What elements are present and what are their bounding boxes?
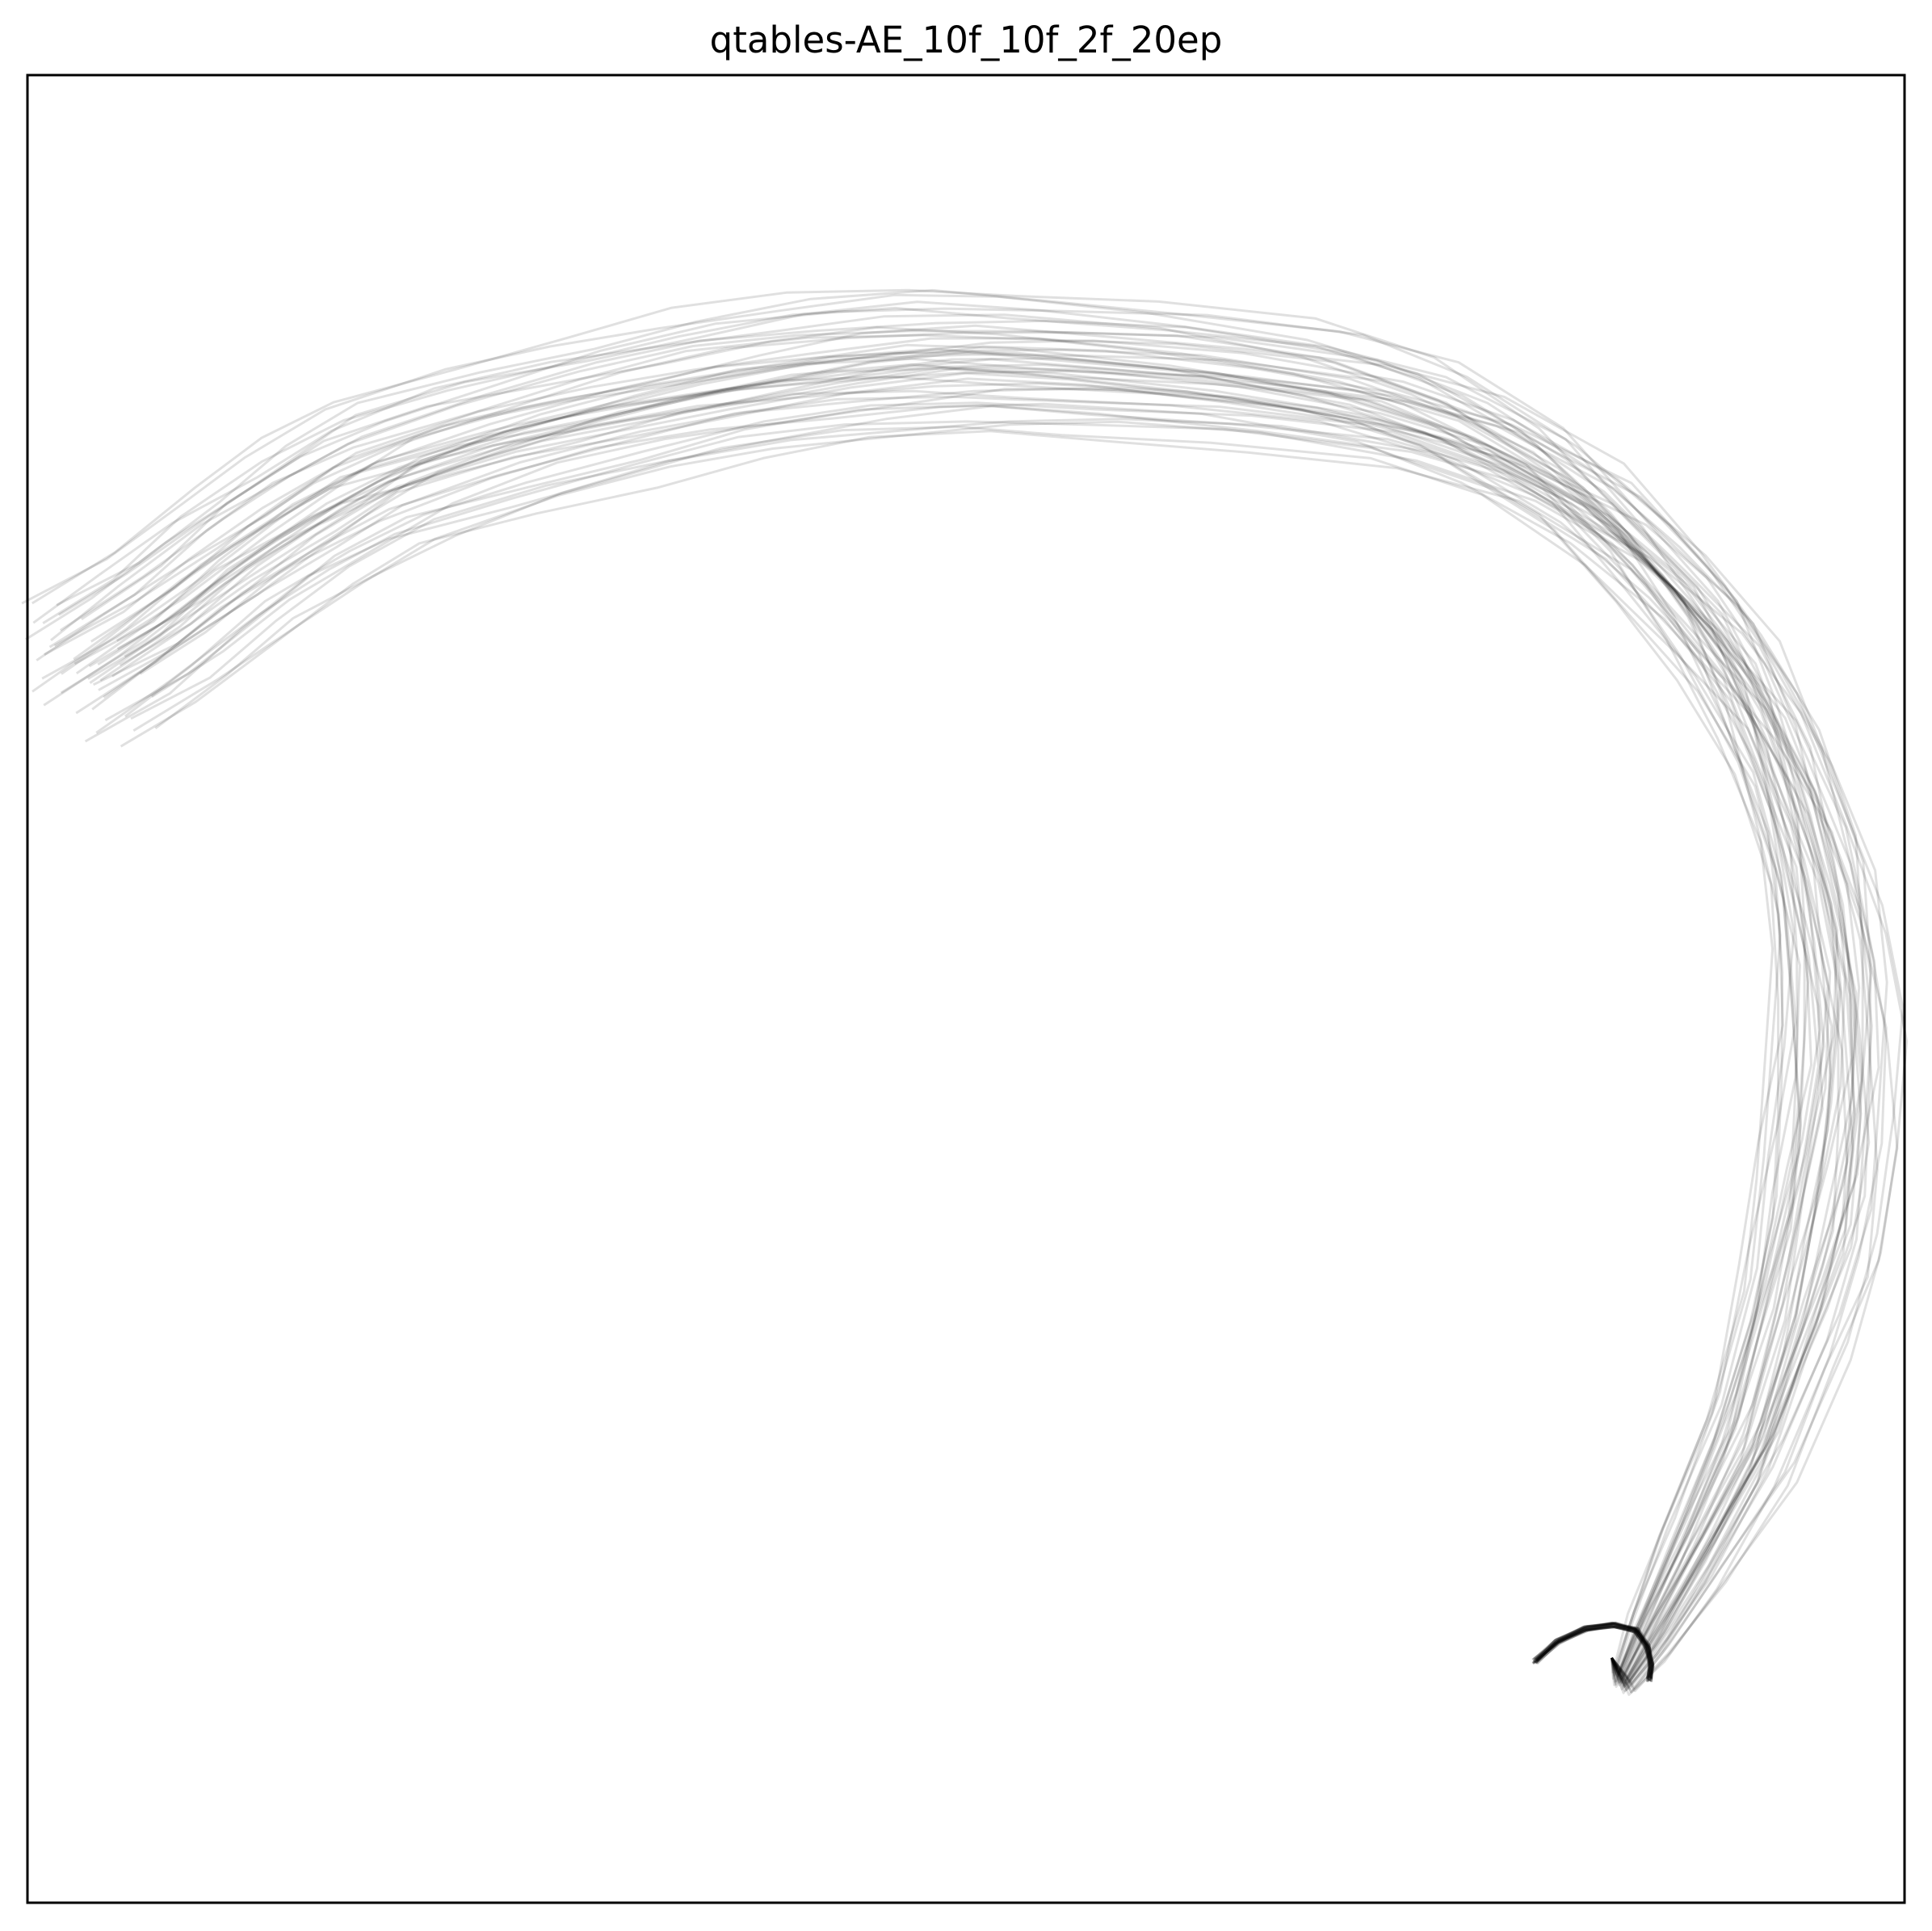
trajectory-line [48, 334, 1812, 1678]
hook-trajectory-line [1535, 1622, 1655, 1682]
trajectory-line [89, 367, 1842, 1685]
hook-trajectory-line [1535, 1623, 1655, 1679]
trajectory-line [42, 306, 1796, 1676]
trajectory-line [111, 366, 1861, 1686]
hook-trajectory-line [1534, 1621, 1654, 1681]
trajectory-line [151, 388, 1905, 1690]
trajectory-line [88, 357, 1846, 1684]
trajectory-line [91, 395, 1840, 1689]
trajectory-line [32, 288, 1797, 1671]
trajectory-line [75, 402, 1833, 1690]
trajectory-lines [21, 288, 1909, 1696]
hook-trajectory-line [1532, 1622, 1652, 1680]
trajectory-line [104, 404, 1871, 1691]
trajectory-line [98, 377, 1856, 1689]
trajectory-line [61, 357, 1809, 1684]
trajectory-line [50, 330, 1799, 1677]
hook-trajectory-line [1531, 1625, 1651, 1680]
trajectory-line [44, 343, 1801, 1683]
trajectory-line [99, 370, 1858, 1684]
hook-trajectory-line [1533, 1624, 1652, 1681]
trajectory-line [43, 389, 1802, 1688]
hook-trajectory-line [1535, 1624, 1655, 1681]
trajectory-line [130, 405, 1888, 1694]
hook-trajectory-line [1535, 1622, 1653, 1682]
chart-title: qtables-AE_10f_10f_2f_20ep [709, 19, 1223, 61]
trajectory-line [75, 363, 1829, 1685]
trajectory-line [53, 337, 1820, 1681]
trajectory-line [95, 420, 1854, 1693]
trajectory-line [84, 426, 1849, 1694]
trajectory-line [154, 418, 1909, 1693]
trajectory-line [116, 324, 1864, 1679]
trajectory-line [25, 325, 1774, 1680]
trajectory-line [87, 367, 1841, 1687]
trajectory-line [116, 339, 1880, 1681]
trajectory-line [97, 353, 1863, 1681]
trajectory-line [60, 382, 1824, 1687]
hook-trajectory-line [1534, 1622, 1653, 1680]
trajectory-line [73, 348, 1833, 1681]
plot-frame [26, 73, 1906, 1904]
hook-trajectory-line [1535, 1625, 1655, 1678]
hook-trajectory-line [1531, 1622, 1651, 1682]
trajectory-line [41, 363, 1800, 1686]
trajectory-line [74, 347, 1832, 1683]
trajectory-line [90, 331, 1854, 1677]
trajectory-line [92, 372, 1856, 1688]
trajectory-line [21, 293, 1784, 1674]
trajectory-line [58, 300, 1806, 1676]
trajectory-line [124, 345, 1872, 1683]
trajectory-line [124, 401, 1873, 1690]
trajectory-line [120, 430, 1879, 1696]
hook-trajectory-line [1534, 1626, 1653, 1678]
trajectory-line [32, 313, 1782, 1677]
trajectory-line [56, 288, 1821, 1673]
hook-trajectory-line [1533, 1622, 1653, 1682]
trajectory-line [32, 376, 1780, 1686]
trajectory-line [119, 350, 1872, 1684]
hook-trajectory-line [1532, 1626, 1653, 1679]
trajectory-line [59, 319, 1825, 1676]
trajectory-line [103, 387, 1863, 1688]
trajectory-line [81, 307, 1839, 1673]
trajectory-line [36, 351, 1784, 1683]
hook-trajectory-line [1532, 1621, 1651, 1681]
trajectory-line [139, 358, 1888, 1685]
hook-trajectory-line [1535, 1625, 1654, 1680]
trajectory-line [132, 420, 1899, 1694]
